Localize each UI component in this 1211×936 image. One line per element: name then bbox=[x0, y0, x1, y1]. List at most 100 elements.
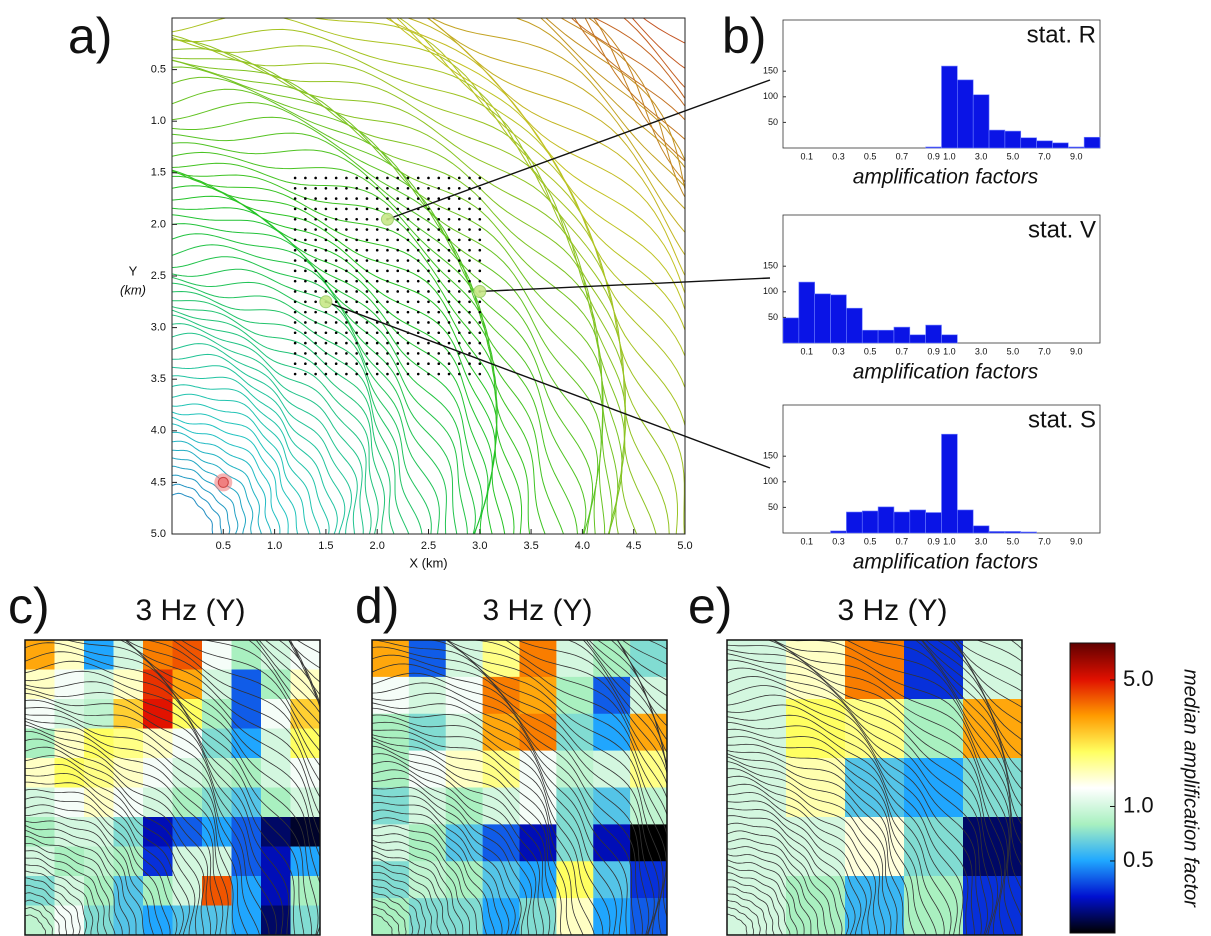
y-tick-label: 1.0 bbox=[151, 115, 166, 127]
grid-point bbox=[355, 362, 358, 366]
grid-point bbox=[396, 259, 400, 262]
bar bbox=[957, 509, 974, 534]
contour bbox=[427, 18, 685, 210]
x-tick-label: 3.5 bbox=[523, 540, 538, 552]
grid-point bbox=[334, 207, 338, 211]
grid-point bbox=[457, 341, 461, 345]
contour bbox=[203, 640, 320, 738]
heat-cell bbox=[261, 699, 291, 729]
heat-cell bbox=[372, 676, 410, 715]
grid-point bbox=[355, 248, 358, 252]
bar bbox=[830, 294, 847, 344]
grid-point bbox=[457, 217, 461, 221]
contour bbox=[545, 18, 685, 192]
heat-cell bbox=[25, 699, 55, 729]
bar bbox=[1004, 130, 1022, 149]
grid-point bbox=[437, 228, 441, 231]
grid-point bbox=[324, 217, 328, 221]
y-tick-label: 50 bbox=[768, 312, 778, 322]
contour bbox=[372, 672, 636, 935]
heat-cell bbox=[143, 699, 173, 729]
grid-point bbox=[355, 238, 358, 242]
grid-point bbox=[293, 248, 297, 252]
x-tick-label: 0.7 bbox=[896, 536, 909, 546]
contour bbox=[25, 884, 74, 935]
contour bbox=[25, 642, 319, 935]
grid-point bbox=[324, 362, 328, 366]
x-tick-label: 5.0 bbox=[1007, 346, 1020, 356]
grid-point bbox=[406, 290, 410, 293]
contour bbox=[727, 846, 820, 935]
grid-point bbox=[334, 372, 338, 376]
x-tick-label: 3.0 bbox=[975, 536, 988, 546]
grid-point bbox=[416, 310, 420, 314]
grid-point bbox=[437, 176, 441, 180]
contour bbox=[172, 411, 299, 534]
grid-point bbox=[375, 290, 379, 293]
grid-point bbox=[406, 207, 410, 211]
heat-cell bbox=[25, 846, 55, 877]
grid-point bbox=[293, 310, 297, 314]
heat-cell bbox=[54, 905, 85, 936]
contour bbox=[172, 323, 372, 534]
grid-point bbox=[375, 207, 379, 211]
grid-point bbox=[304, 176, 307, 180]
x-tick-label: 1.0 bbox=[943, 536, 956, 546]
contour bbox=[25, 829, 130, 935]
grid-point bbox=[447, 352, 451, 355]
contour bbox=[372, 825, 487, 935]
contour bbox=[255, 640, 320, 714]
contour bbox=[172, 34, 679, 534]
contour bbox=[124, 640, 320, 816]
y-tick-label: 0.5 bbox=[151, 64, 166, 76]
x-tick-label: 1.0 bbox=[267, 540, 282, 552]
grid-point bbox=[365, 197, 369, 200]
heat-cell bbox=[261, 846, 291, 877]
grid-point bbox=[396, 341, 400, 345]
grid-point bbox=[416, 248, 420, 252]
panel-label: a) bbox=[68, 8, 112, 64]
contour bbox=[372, 745, 551, 935]
grid-point bbox=[345, 352, 348, 355]
heat-cell bbox=[845, 758, 905, 818]
contour bbox=[172, 423, 281, 534]
grid-point bbox=[478, 279, 482, 283]
grid-point bbox=[427, 228, 430, 231]
x-tick-label: 5.0 bbox=[677, 540, 692, 552]
x-axis-label: amplification factors bbox=[853, 551, 1039, 574]
grid-point bbox=[314, 269, 317, 273]
contour bbox=[288, 640, 320, 705]
grid-point bbox=[314, 341, 317, 345]
grid-point bbox=[345, 207, 348, 211]
y-tick-label: 4.5 bbox=[151, 476, 166, 488]
contour bbox=[372, 777, 528, 935]
heat-cell bbox=[372, 750, 410, 788]
contour bbox=[25, 864, 94, 935]
contour bbox=[25, 755, 201, 935]
grid-point bbox=[345, 341, 348, 345]
grid-point bbox=[478, 248, 482, 252]
contour bbox=[25, 651, 312, 935]
bar bbox=[988, 129, 1006, 149]
contour bbox=[727, 694, 969, 935]
grid-point bbox=[386, 279, 389, 283]
contour bbox=[727, 854, 812, 935]
grid-point bbox=[447, 300, 451, 304]
heat-cell bbox=[290, 905, 321, 936]
grid-point bbox=[416, 238, 420, 242]
contour bbox=[727, 714, 958, 935]
x-tick-label: 9.0 bbox=[1070, 536, 1083, 546]
heat-cell bbox=[261, 640, 291, 670]
grid-point bbox=[345, 228, 348, 231]
grid-point bbox=[468, 197, 471, 200]
contour bbox=[425, 640, 664, 935]
colorbar-tick-label: 5.0 bbox=[1123, 666, 1154, 691]
grid-point bbox=[365, 331, 369, 335]
contour bbox=[426, 18, 685, 234]
grid-point bbox=[293, 186, 297, 190]
grid-point bbox=[375, 341, 379, 345]
grid-point bbox=[324, 207, 328, 211]
grid-point bbox=[457, 259, 461, 262]
bar bbox=[909, 334, 926, 344]
heat-cell bbox=[261, 758, 291, 788]
